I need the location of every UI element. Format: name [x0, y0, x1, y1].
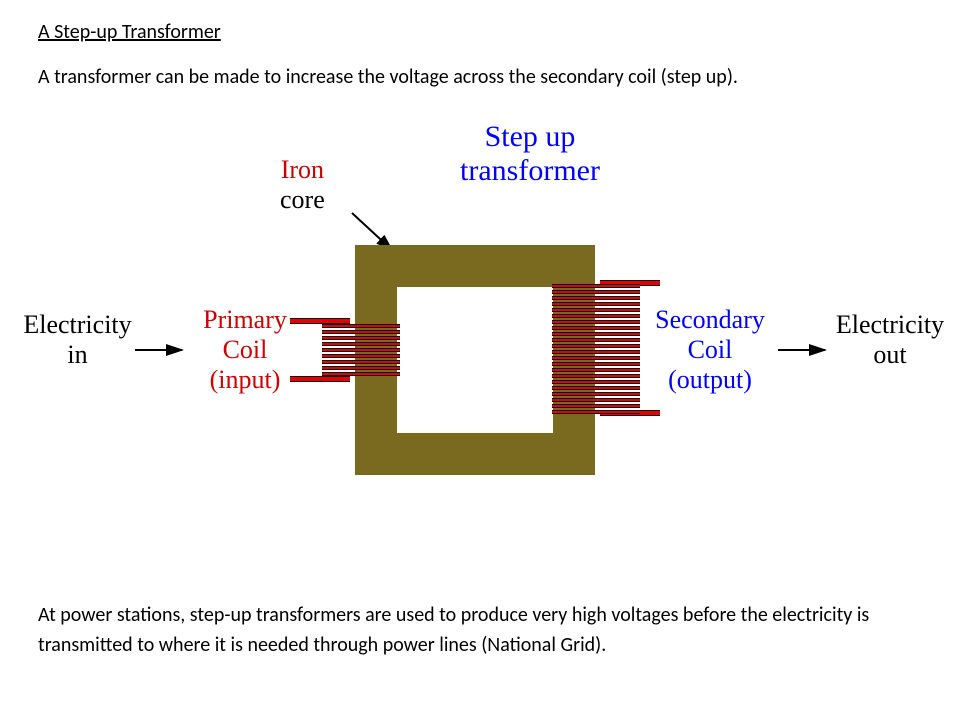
secondary-coil	[552, 284, 640, 414]
primary-3: (input)	[190, 365, 300, 395]
primary-1: Primary	[190, 305, 300, 335]
secondary-coil-label: Secondary Coil (output)	[645, 305, 775, 395]
primary-2: Coil	[190, 335, 300, 365]
electricity-in-label: Electricity in	[20, 310, 135, 370]
elec-out-2: out	[830, 340, 950, 370]
secondary-1: Secondary	[645, 305, 775, 335]
primary-coil-label: Primary Coil (input)	[190, 305, 300, 395]
elec-in-1: Electricity	[20, 310, 135, 340]
elec-in-2: in	[20, 340, 135, 370]
secondary-3: (output)	[645, 365, 775, 395]
footer-text: At power stations, step-up transformers …	[38, 600, 928, 660]
elec-out-1: Electricity	[830, 310, 950, 340]
secondary-2: Coil	[645, 335, 775, 365]
primary-coil	[322, 324, 400, 376]
electricity-out-label: Electricity out	[830, 310, 950, 370]
